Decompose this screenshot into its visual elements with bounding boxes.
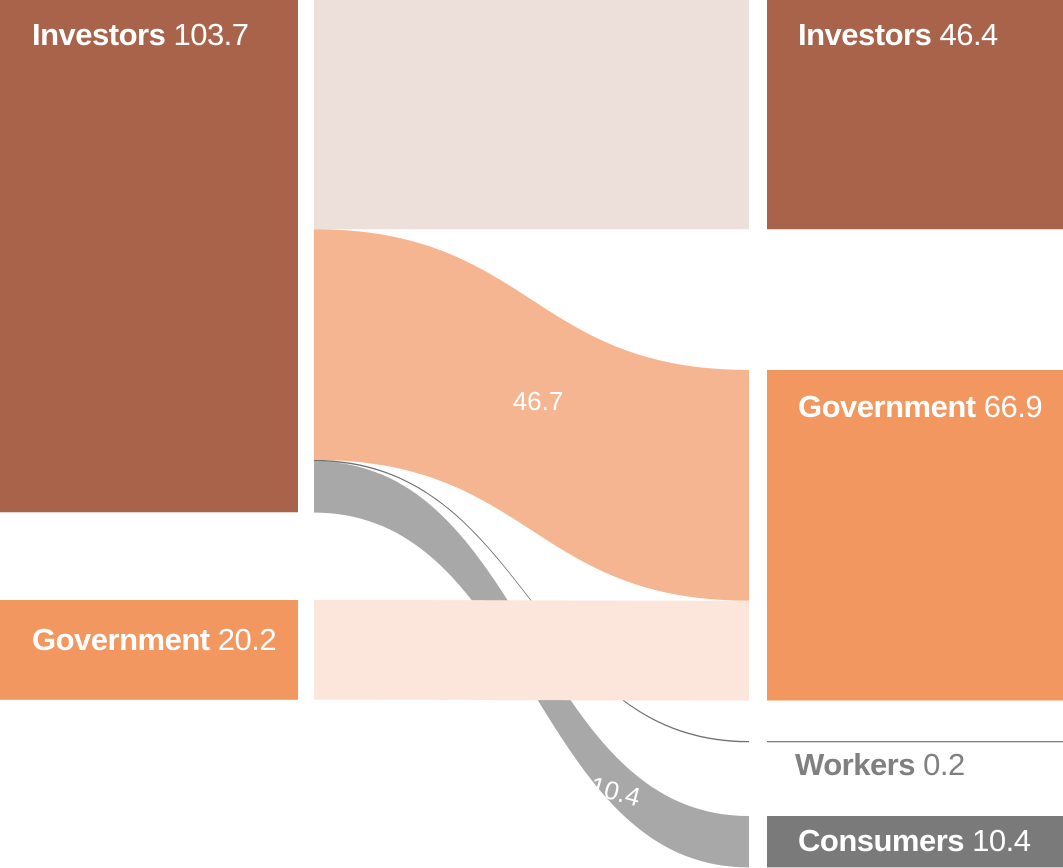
flow-inv-to-inv — [314, 0, 749, 230]
target-label-investors: Investors 46.4 — [798, 17, 998, 52]
node-source-government — [0, 600, 298, 700]
target-name-government: Government — [798, 389, 976, 424]
labels-layer: 46.7 10.4 Investors 103.7 Government 20.2 In… — [32, 17, 1043, 858]
flow-inv-to-gov — [314, 229, 749, 601]
source-value-government: 20.2 — [210, 622, 276, 657]
source-label-investors: Investors 103.7 — [32, 17, 249, 52]
target-label-consumers: Consumers 10.4 — [798, 823, 1031, 858]
source-name-investors: Investors — [32, 17, 165, 52]
target-label-workers: Workers 0.2 — [795, 747, 965, 782]
node-target-workers — [767, 741, 1063, 743]
node-target-government — [767, 370, 1063, 701]
source-label-government: Government 20.2 — [32, 622, 276, 657]
target-value-consumers: 10.4 — [964, 823, 1031, 858]
target-value-investors: 46.4 — [931, 17, 998, 52]
target-name-workers: Workers — [795, 747, 915, 782]
node-target-investors — [767, 0, 1063, 230]
target-value-workers: 0.2 — [915, 747, 965, 782]
node-source-investors — [0, 0, 298, 513]
source-value-investors: 103.7 — [165, 17, 248, 52]
target-label-government: Government 66.9 — [798, 389, 1042, 424]
target-name-consumers: Consumers — [798, 823, 964, 858]
target-name-investors: Investors — [798, 17, 931, 52]
source-name-government: Government — [32, 622, 210, 657]
flow-label-gov: 46.7 — [513, 386, 564, 416]
target-value-government: 66.9 — [976, 389, 1042, 424]
flow-gov-to-gov — [314, 600, 749, 701]
flows-layer — [314, 0, 749, 868]
node-target-consumers — [767, 816, 1063, 868]
